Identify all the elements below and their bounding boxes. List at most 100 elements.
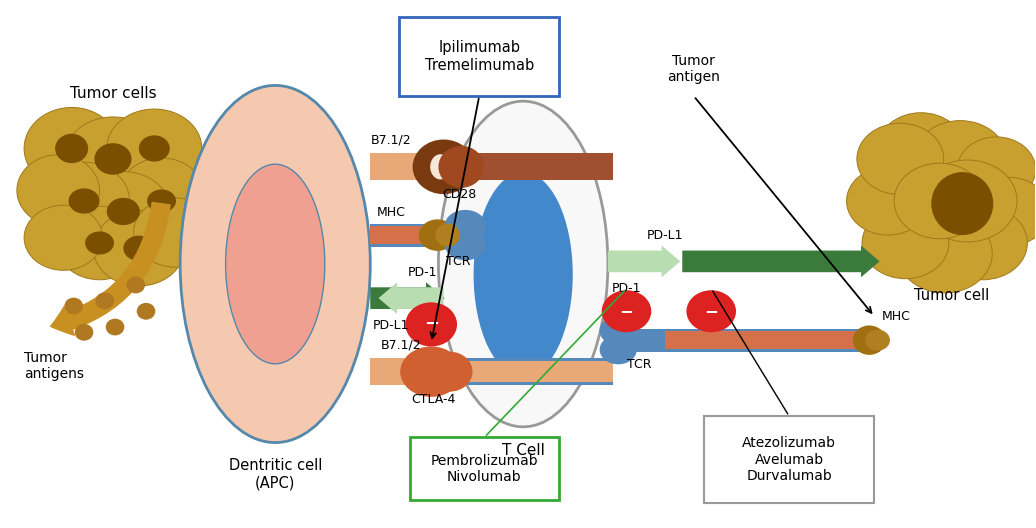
Ellipse shape: [85, 231, 114, 254]
Ellipse shape: [897, 214, 992, 293]
Ellipse shape: [64, 298, 83, 314]
Ellipse shape: [126, 277, 145, 294]
FancyArrow shape: [378, 282, 443, 314]
Text: TCR: TCR: [445, 254, 470, 268]
Ellipse shape: [139, 135, 170, 162]
Bar: [458, 358, 613, 361]
Text: Tumor cells: Tumor cells: [69, 86, 156, 101]
Bar: [665, 328, 880, 331]
Ellipse shape: [430, 154, 451, 180]
Ellipse shape: [405, 303, 457, 346]
Text: MHC: MHC: [882, 310, 911, 323]
Ellipse shape: [147, 190, 176, 213]
Text: CTLA-4: CTLA-4: [411, 393, 456, 406]
Ellipse shape: [94, 143, 132, 175]
Text: B7.1/2: B7.1/2: [381, 339, 422, 352]
Bar: [370, 153, 430, 181]
Ellipse shape: [914, 120, 1007, 197]
FancyArrow shape: [608, 246, 681, 277]
Text: Tumor cell: Tumor cell: [915, 288, 989, 303]
Ellipse shape: [862, 208, 949, 279]
Ellipse shape: [438, 101, 608, 427]
Text: PD-L1: PD-L1: [373, 319, 409, 332]
Ellipse shape: [226, 164, 325, 364]
Ellipse shape: [137, 303, 155, 319]
Ellipse shape: [24, 205, 103, 270]
Ellipse shape: [24, 108, 119, 190]
Ellipse shape: [55, 134, 88, 163]
Ellipse shape: [400, 346, 462, 397]
Ellipse shape: [425, 353, 450, 372]
FancyArrow shape: [370, 282, 444, 314]
Text: Atezolizumab
Avelumab
Durvalumab: Atezolizumab Avelumab Durvalumab: [742, 437, 836, 483]
Text: Dentritic cell
(APC): Dentritic cell (APC): [229, 458, 322, 491]
Text: T Cell: T Cell: [501, 442, 545, 458]
Ellipse shape: [123, 235, 154, 261]
Ellipse shape: [846, 167, 929, 235]
Bar: [370, 223, 430, 226]
Ellipse shape: [438, 146, 484, 188]
Ellipse shape: [93, 211, 184, 286]
Ellipse shape: [931, 172, 994, 235]
Bar: [665, 349, 880, 352]
Ellipse shape: [56, 206, 143, 280]
Ellipse shape: [418, 167, 442, 186]
Bar: [704, 416, 874, 503]
Text: TCR: TCR: [627, 358, 652, 371]
Text: Tumor
antigens: Tumor antigens: [24, 351, 84, 381]
Ellipse shape: [857, 123, 944, 195]
Ellipse shape: [180, 86, 370, 442]
Text: PD-1: PD-1: [408, 267, 437, 279]
Ellipse shape: [877, 113, 965, 184]
Text: PD-L1: PD-L1: [646, 229, 683, 242]
Ellipse shape: [118, 158, 205, 233]
Text: B7.1/2: B7.1/2: [371, 134, 411, 147]
FancyArrow shape: [683, 246, 880, 277]
Ellipse shape: [68, 188, 99, 214]
Ellipse shape: [600, 316, 637, 345]
Text: Ipilimumab
Tremelimumab: Ipilimumab Tremelimumab: [425, 40, 534, 73]
Ellipse shape: [957, 137, 1036, 202]
Text: Tumor
antigen: Tumor antigen: [667, 54, 720, 84]
Ellipse shape: [134, 198, 217, 267]
Ellipse shape: [600, 335, 637, 364]
Ellipse shape: [107, 109, 202, 188]
Bar: [458, 358, 613, 385]
Ellipse shape: [894, 163, 985, 239]
Bar: [608, 328, 675, 352]
Ellipse shape: [95, 293, 114, 309]
Text: −: −: [424, 315, 439, 333]
Bar: [469, 153, 613, 181]
Ellipse shape: [602, 290, 652, 332]
Ellipse shape: [419, 219, 456, 251]
Ellipse shape: [412, 139, 474, 194]
Bar: [370, 358, 437, 385]
Ellipse shape: [17, 155, 99, 226]
Ellipse shape: [38, 162, 130, 240]
Ellipse shape: [687, 290, 736, 332]
Ellipse shape: [75, 324, 93, 341]
Ellipse shape: [918, 160, 1017, 242]
Ellipse shape: [107, 198, 140, 225]
Ellipse shape: [444, 229, 486, 260]
Bar: [443, 223, 473, 247]
Ellipse shape: [76, 172, 171, 251]
Ellipse shape: [435, 223, 460, 247]
Ellipse shape: [427, 352, 472, 392]
Text: −: −: [704, 302, 718, 320]
Ellipse shape: [939, 206, 1028, 280]
Bar: [399, 17, 559, 96]
Bar: [665, 328, 880, 352]
FancyArrowPatch shape: [51, 203, 170, 335]
Text: −: −: [620, 302, 633, 320]
Bar: [370, 223, 430, 247]
Bar: [370, 244, 430, 247]
Bar: [458, 382, 613, 385]
Text: CD28: CD28: [442, 188, 477, 201]
Ellipse shape: [968, 177, 1036, 246]
Ellipse shape: [425, 372, 450, 391]
Text: MHC: MHC: [376, 206, 405, 219]
Ellipse shape: [865, 329, 890, 351]
Ellipse shape: [853, 325, 886, 355]
Ellipse shape: [473, 172, 573, 377]
